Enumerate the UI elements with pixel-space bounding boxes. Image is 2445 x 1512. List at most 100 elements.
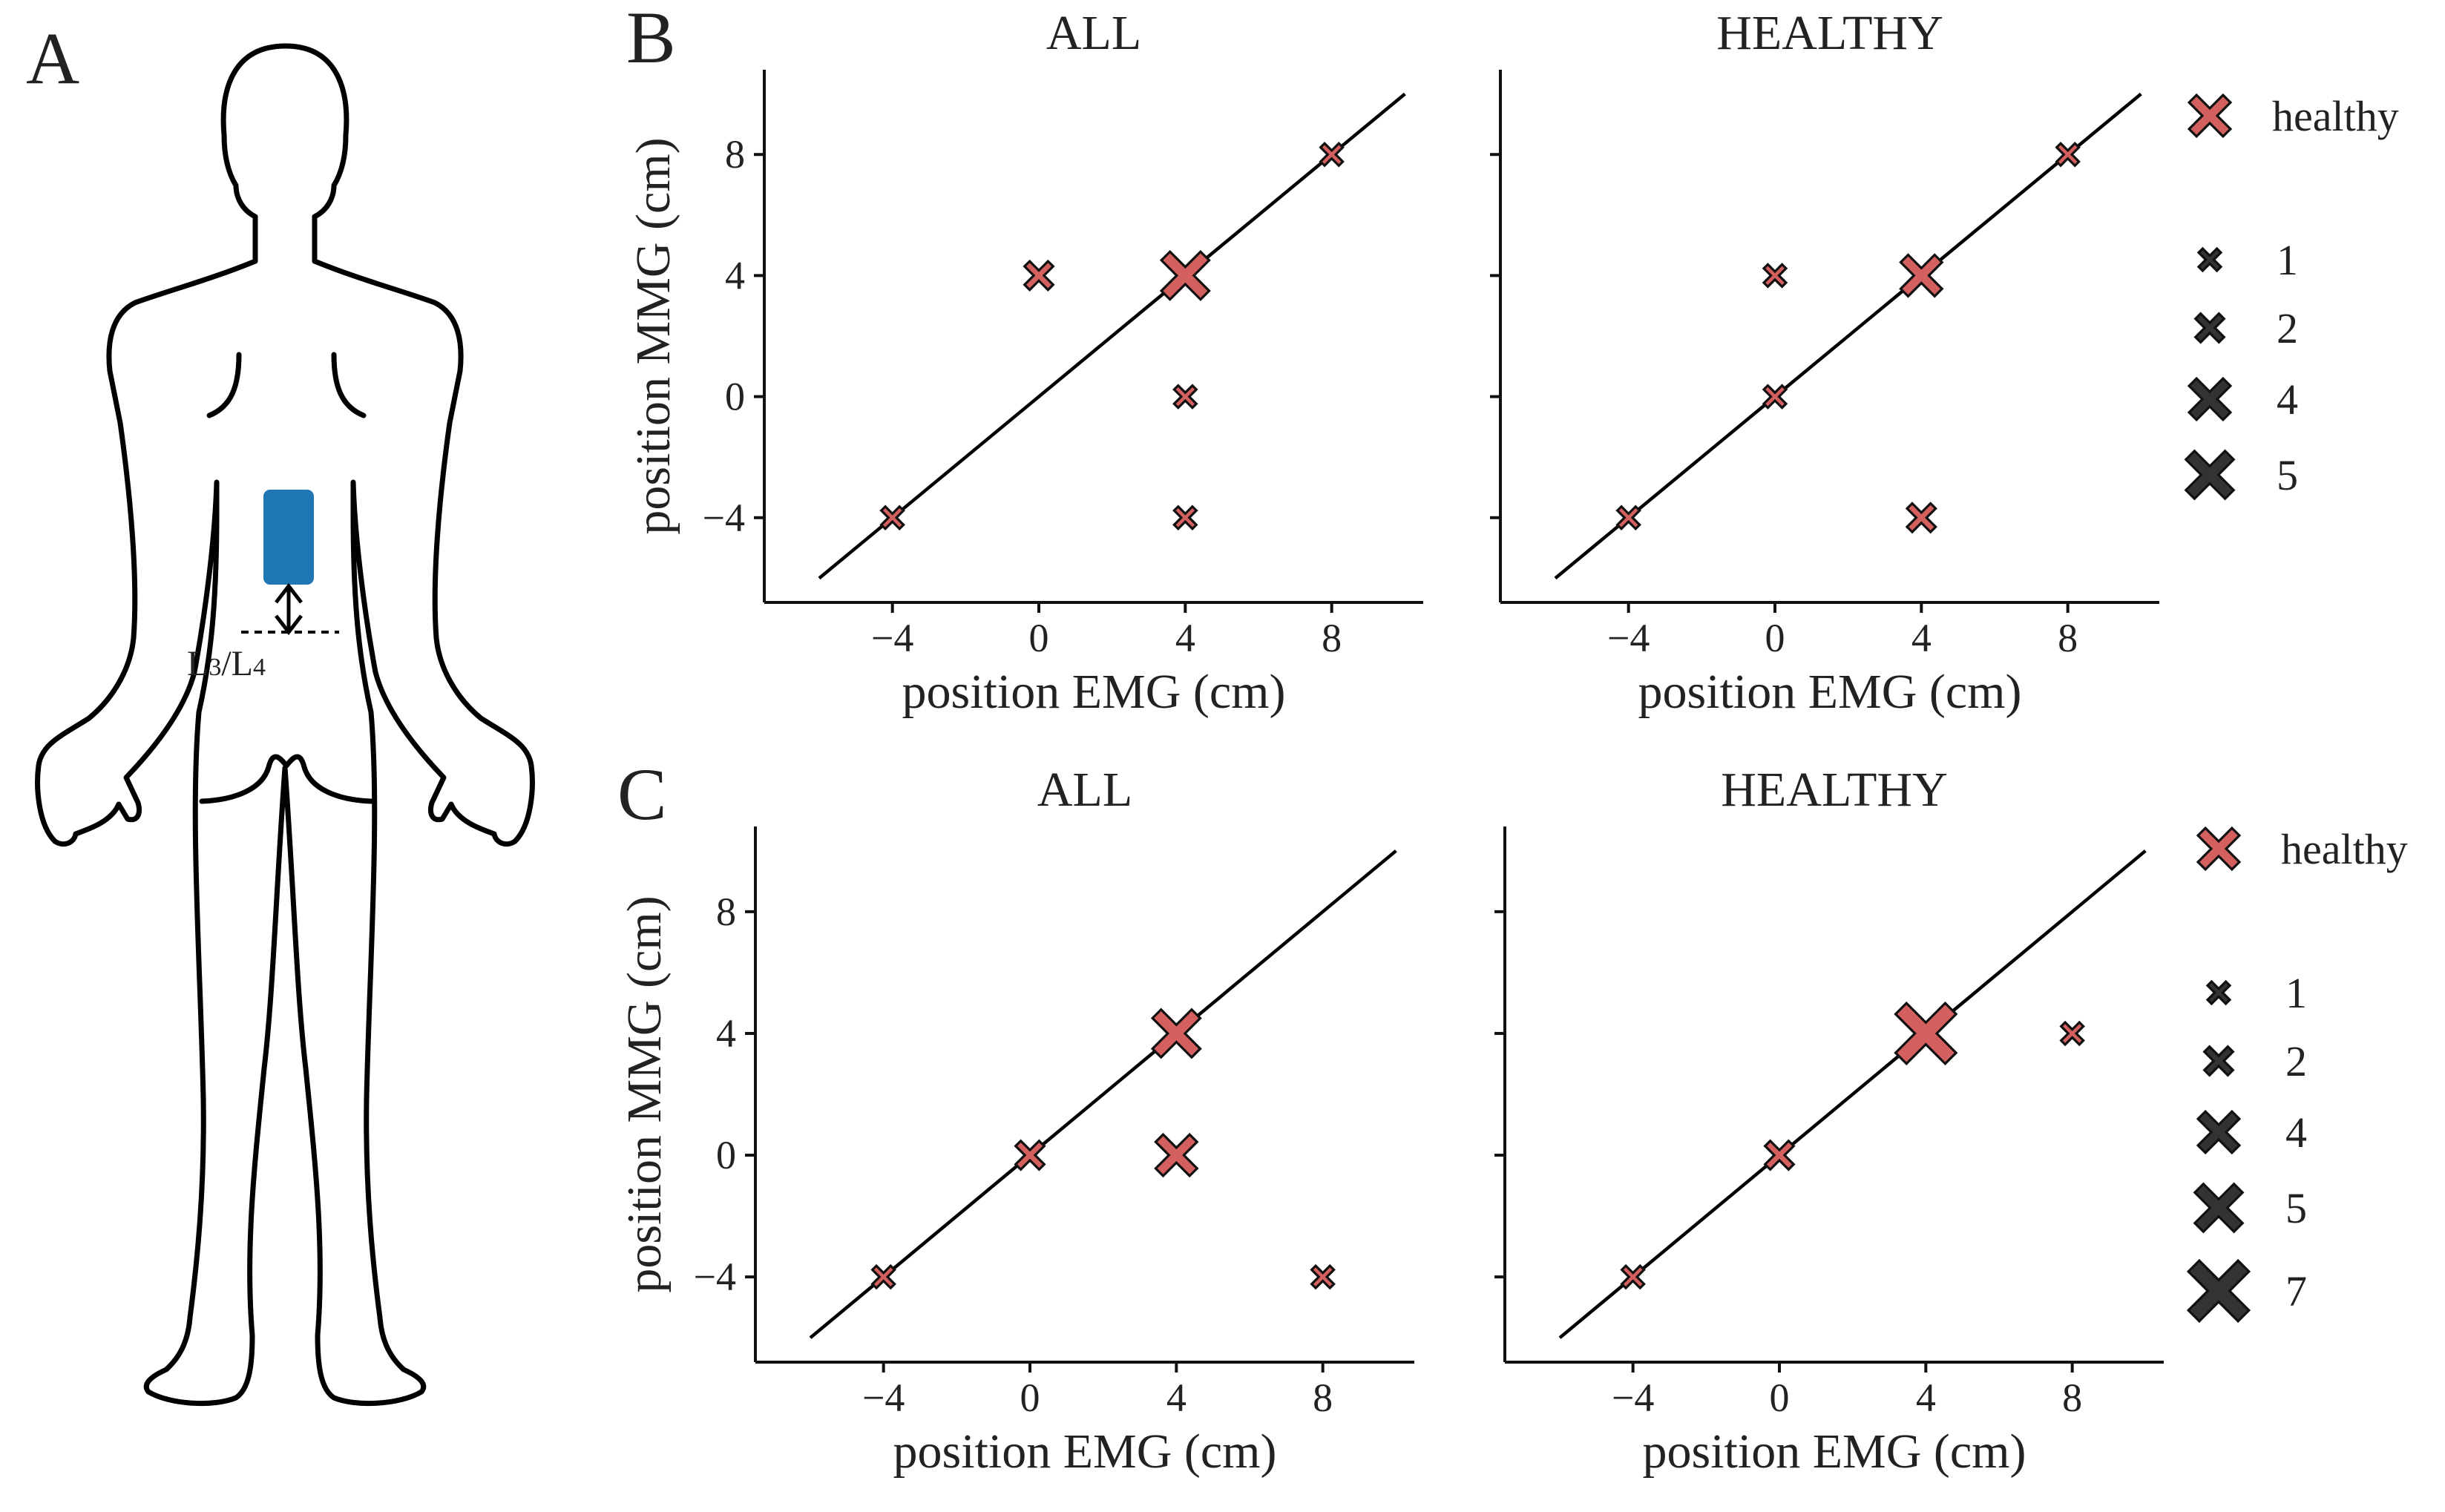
- identity-line: [818, 92, 1406, 580]
- panel-letter-a: A: [26, 17, 79, 99]
- y-tick-label: 0: [725, 375, 745, 419]
- x-tick-label: 0: [1029, 616, 1049, 660]
- y-tick-label: −4: [694, 1255, 736, 1299]
- x-tick-label: 8: [2058, 616, 2078, 660]
- legend-color-marker: [2187, 93, 2233, 139]
- x-tick-label: −4: [1612, 1375, 1654, 1420]
- data-point-marker: [1894, 1001, 1958, 1066]
- x-tick-label: −4: [871, 616, 913, 660]
- legend-size-marker: [2196, 246, 2223, 273]
- level-label-sep: /L: [221, 644, 253, 683]
- x-axis-label: position EMG (cm): [902, 665, 1286, 719]
- x-tick-label: 4: [1911, 616, 1932, 660]
- x-tick-label: 8: [2062, 1375, 2082, 1420]
- data-point-marker: [2055, 141, 2081, 168]
- y-tick-label: 4: [716, 1011, 736, 1056]
- y-tick-label: 8: [716, 890, 736, 934]
- data-point-marker: [1014, 1139, 1046, 1171]
- legend-size-marker: [2202, 1045, 2235, 1077]
- identity-line: [809, 849, 1397, 1339]
- data-point-marker: [1899, 253, 1944, 298]
- legend-size-marker: [2187, 376, 2233, 422]
- body-outline-icon: [35, 43, 535, 1407]
- x-tick-label: −4: [1607, 616, 1650, 660]
- legend-b: healthy 1 2 4 5: [2184, 92, 2399, 501]
- data-point-marker: [1172, 504, 1198, 531]
- legend-color-label: healthy: [2281, 825, 2408, 873]
- scapula-left-icon: [206, 352, 242, 418]
- chart-b-healthy: −4 0 4 8 HEALTHY position EMG (cm): [1490, 6, 2159, 719]
- legend-size-label: 5: [2285, 1184, 2307, 1232]
- electrode-icon: [263, 490, 314, 585]
- legend-size-label: 5: [2277, 451, 2298, 499]
- legend-color-marker: [2196, 826, 2242, 872]
- x-axis-label: position EMG (cm): [1638, 665, 2022, 719]
- y-axis-label: position MMG (cm): [617, 895, 672, 1292]
- x-axis-label: position EMG (cm): [893, 1424, 1277, 1479]
- vertebra-level-label: L3/L4: [187, 644, 266, 683]
- data-point-marker: [1319, 141, 1345, 168]
- x-tick-label: 0: [1765, 616, 1785, 660]
- x-tick-label: 8: [1322, 616, 1342, 660]
- x-tick-label: 0: [1020, 1375, 1040, 1420]
- data-point-marker: [1762, 384, 1788, 410]
- legend-size-marker: [2193, 1182, 2245, 1234]
- legend-size-marker: [2205, 979, 2232, 1006]
- legend-size-label: 1: [2277, 236, 2298, 284]
- scapula-right-icon: [331, 352, 367, 418]
- chart-c-healthy: −4 0 4 8 HEALTHY position EMG (cm): [1494, 763, 2164, 1479]
- data-point-marker: [1620, 1263, 1646, 1290]
- chart-c-all: −4 0 4 8 −4 0 4 8 ALL position EMG (cm) position M…: [617, 753, 1414, 1479]
- data-point-marker: [1172, 384, 1198, 410]
- legend-c: healthy 1 2 4 5 7: [2186, 825, 2408, 1324]
- legend-size-label: 7: [2285, 1267, 2307, 1315]
- panel-a: A L3/L4: [26, 17, 535, 1407]
- legend-size-label: 4: [2277, 375, 2298, 424]
- data-point-marker: [1763, 1139, 1796, 1171]
- legend-size-label: 1: [2285, 969, 2307, 1017]
- data-point-marker: [1159, 249, 1211, 301]
- chart-b-all: −4 0 4 8 −4 0 4 8 ALL position EMG (cm) position M…: [626, 0, 1423, 719]
- data-point-marker: [1615, 504, 1641, 531]
- x-tick-label: 4: [1175, 616, 1195, 660]
- legend-size-label: 4: [2285, 1108, 2307, 1157]
- level-label-main: L: [187, 644, 209, 683]
- level-label-sub1: 3: [209, 654, 221, 681]
- y-axis-label: position MMG (cm): [626, 137, 680, 534]
- x-tick-label: 4: [1166, 1375, 1187, 1420]
- x-tick-label: 0: [1770, 1375, 1790, 1420]
- legend-size-marker: [2196, 1109, 2242, 1155]
- chart-title: ALL: [1046, 6, 1141, 60]
- y-tick-label: 8: [725, 132, 745, 177]
- panel-letter: B: [626, 0, 676, 79]
- glute-curve-icon: [199, 754, 374, 804]
- data-point-marker: [1154, 1132, 1199, 1178]
- legend-size-marker: [2193, 312, 2226, 344]
- data-point-marker: [1023, 259, 1055, 292]
- y-tick-label: 4: [725, 253, 745, 298]
- panel-letter: C: [617, 753, 667, 835]
- legend-size-marker: [2186, 1258, 2251, 1324]
- data-point-marker: [870, 1263, 896, 1290]
- double-arrow-icon: [275, 582, 303, 636]
- data-point-marker: [1762, 263, 1788, 289]
- chart-title: HEALTHY: [1721, 763, 1948, 817]
- identity-line: [1558, 849, 2147, 1339]
- x-tick-label: 8: [1313, 1375, 1333, 1420]
- y-tick-label: 0: [716, 1133, 736, 1177]
- x-tick-label: −4: [862, 1375, 905, 1420]
- x-axis-label: position EMG (cm): [1643, 1424, 2026, 1479]
- data-point-marker: [1310, 1263, 1336, 1290]
- data-point-marker: [1905, 502, 1937, 534]
- level-label-sub2: 4: [253, 654, 266, 681]
- legend-size-label: 2: [2285, 1037, 2307, 1085]
- data-point-marker: [879, 504, 905, 531]
- data-point-marker: [2059, 1020, 2085, 1047]
- chart-title: ALL: [1037, 763, 1132, 817]
- identity-line: [1554, 92, 2142, 580]
- x-tick-label: 4: [1916, 1375, 1936, 1420]
- data-point-marker: [1150, 1008, 1202, 1059]
- chart-title: HEALTHY: [1716, 6, 1943, 60]
- legend-size-label: 2: [2277, 304, 2298, 352]
